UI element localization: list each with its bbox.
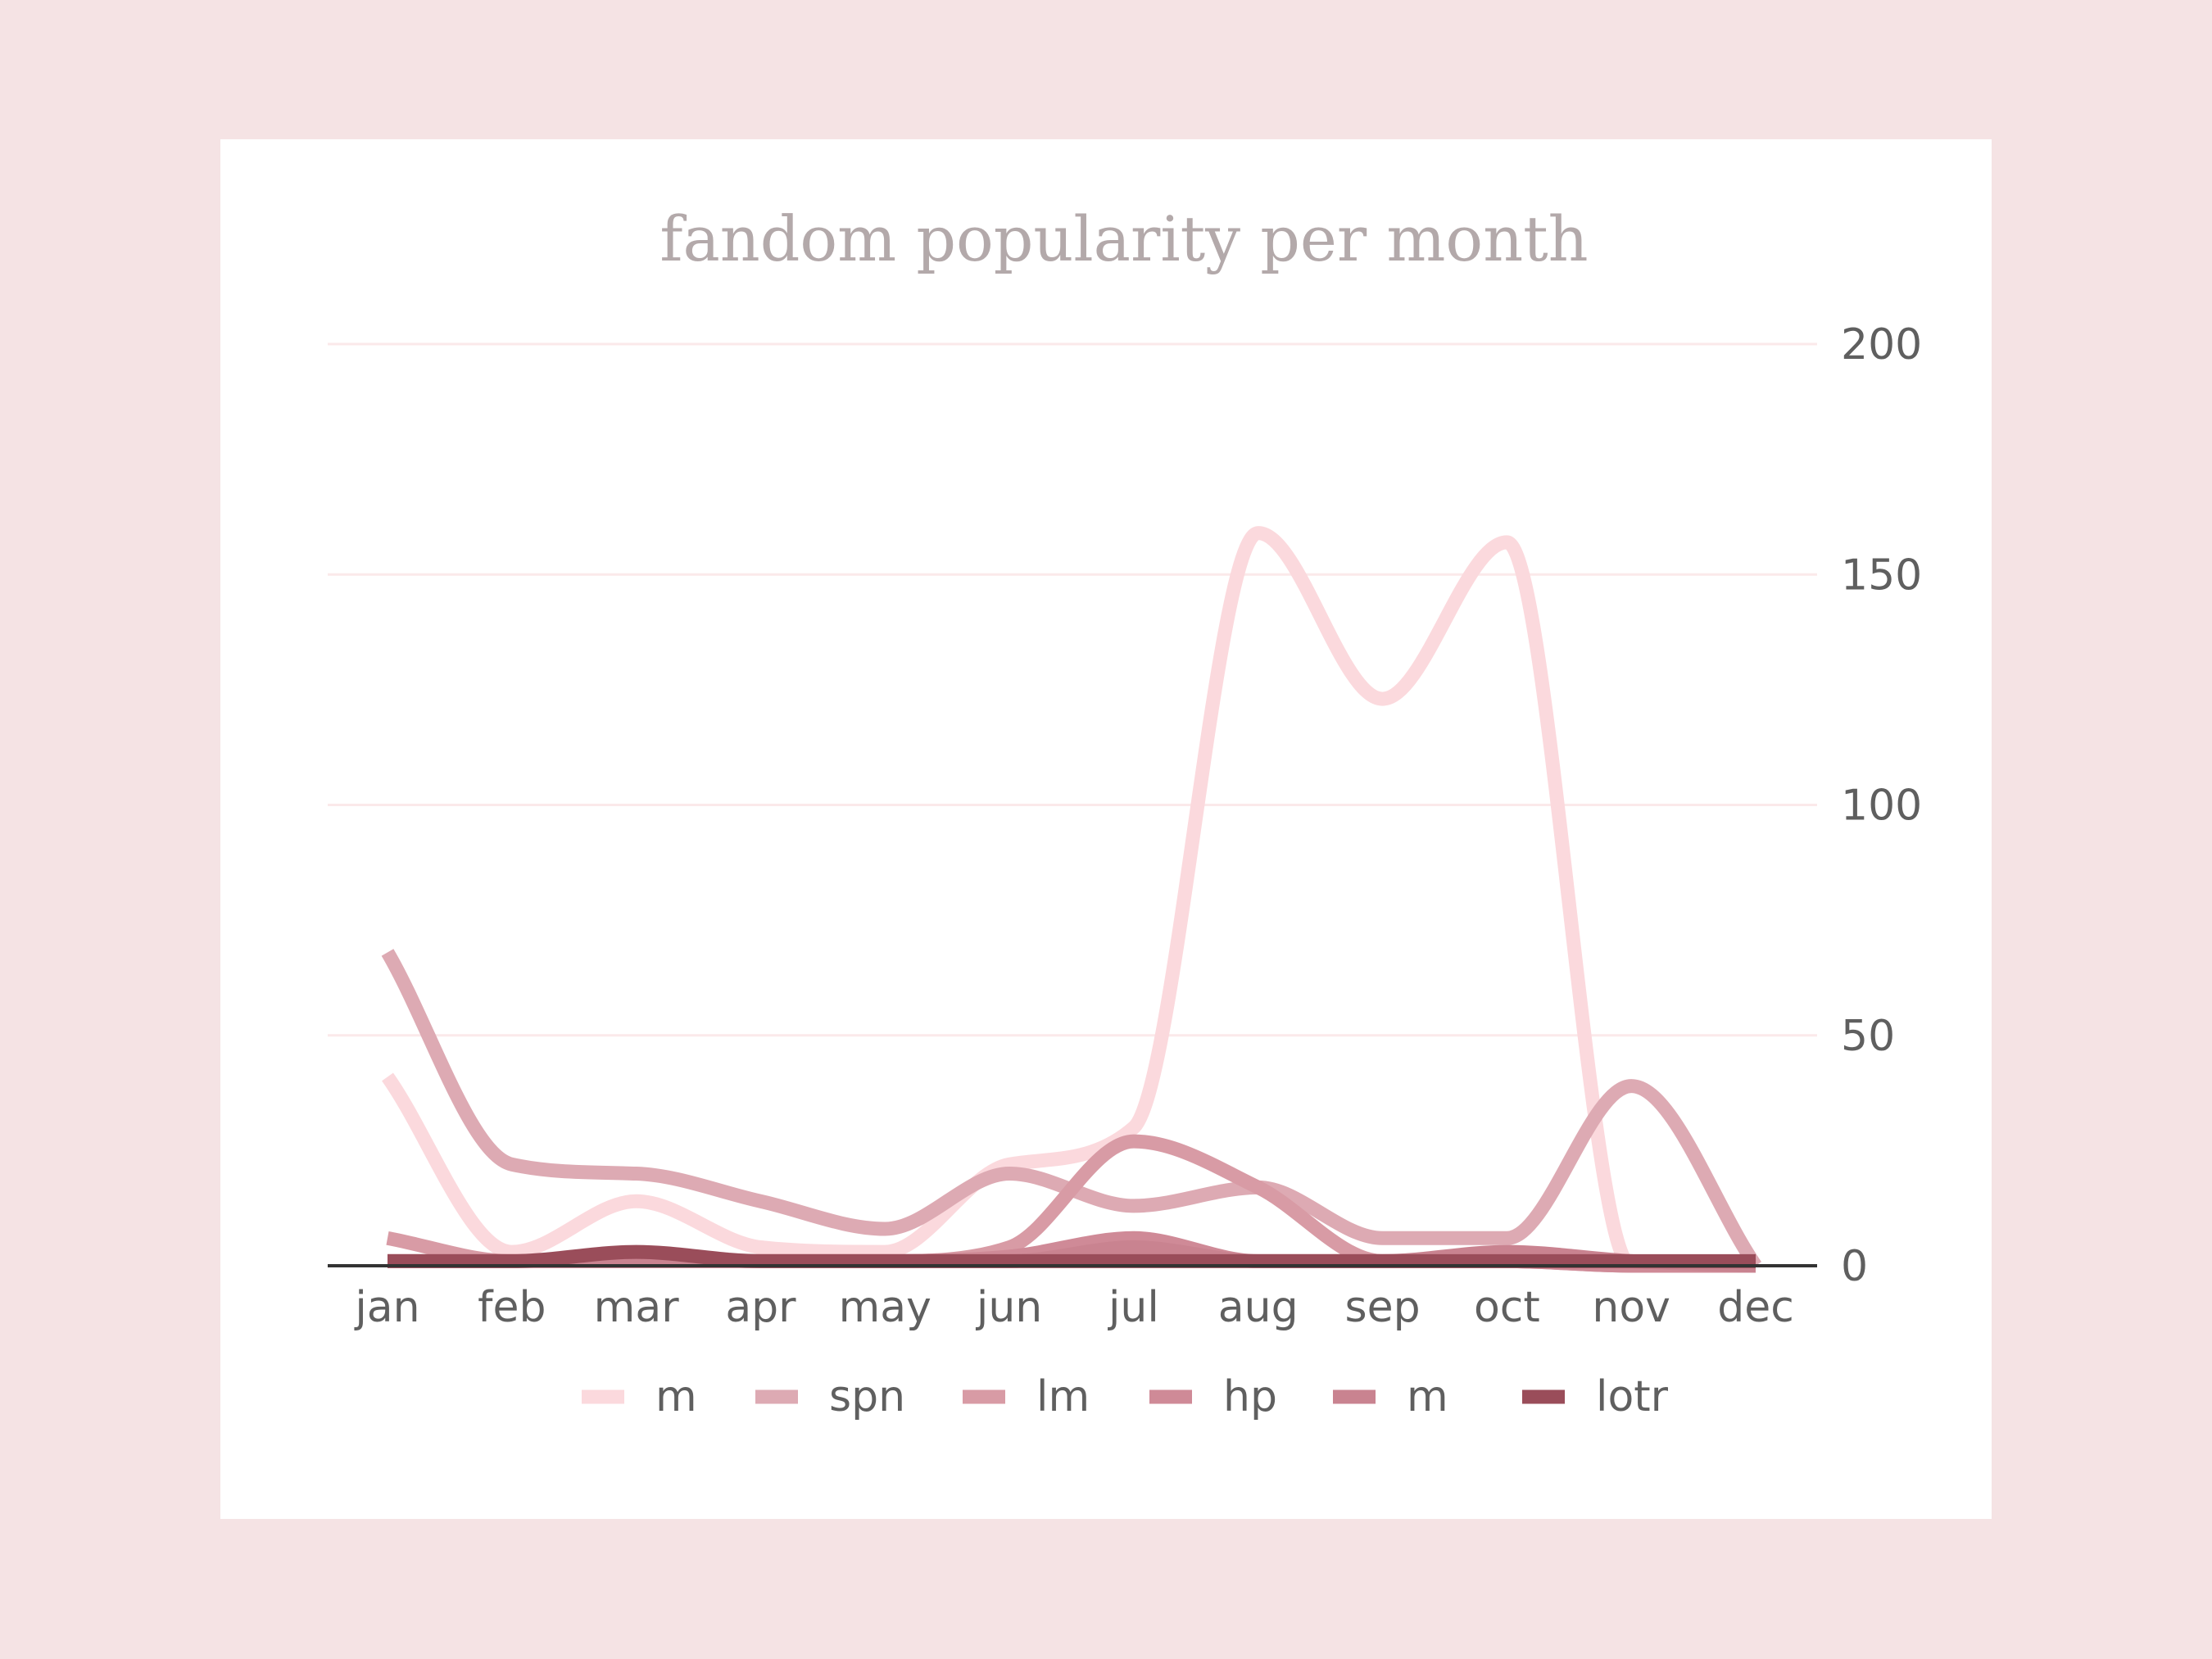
x-tick-label: jul (1108, 1283, 1159, 1332)
x-tick-label: mar (594, 1283, 680, 1332)
y-tick-label: 150 (1841, 551, 1922, 600)
series-lines (381, 526, 1761, 1273)
y-tick-label: 50 (1841, 1012, 1895, 1061)
series-line-spn (381, 949, 1761, 1270)
x-tick-label: aug (1218, 1283, 1299, 1332)
x-tick-label: apr (725, 1283, 796, 1332)
legend-label: lm (1036, 1372, 1090, 1421)
series-line-m (382, 526, 1756, 1273)
chart-title: fandom popularity per month (660, 202, 1588, 275)
legend-label: lotr (1596, 1372, 1669, 1421)
x-tick-label: jan (354, 1283, 419, 1332)
y-tick-label: 200 (1841, 320, 1922, 369)
series-line-lotr (388, 1244, 1756, 1268)
gridlines (328, 342, 1817, 1037)
x-tick-label: oct (1474, 1283, 1540, 1332)
x-tick-label: feb (478, 1283, 546, 1332)
legend-label: m (1407, 1372, 1448, 1421)
x-tick-label: jun (976, 1283, 1042, 1332)
x-tick-label: nov (1592, 1283, 1670, 1332)
legend-label: m (655, 1372, 697, 1421)
x-tick-label: may (839, 1283, 931, 1332)
x-tick-label: dec (1717, 1283, 1794, 1332)
legend-label: hp (1223, 1372, 1277, 1421)
axes: 0 50 100 150 200 jan feb mar apr may jun jul aug sep o… (328, 320, 1922, 1332)
x-tick-label: sep (1344, 1283, 1420, 1332)
y-tick-label: 0 (1841, 1242, 1868, 1291)
y-tick-label: 100 (1841, 782, 1922, 831)
legend: m spn lm hp m lotr (582, 1372, 1669, 1421)
legend-label: spn (829, 1372, 905, 1421)
chart-card (220, 139, 1992, 1519)
